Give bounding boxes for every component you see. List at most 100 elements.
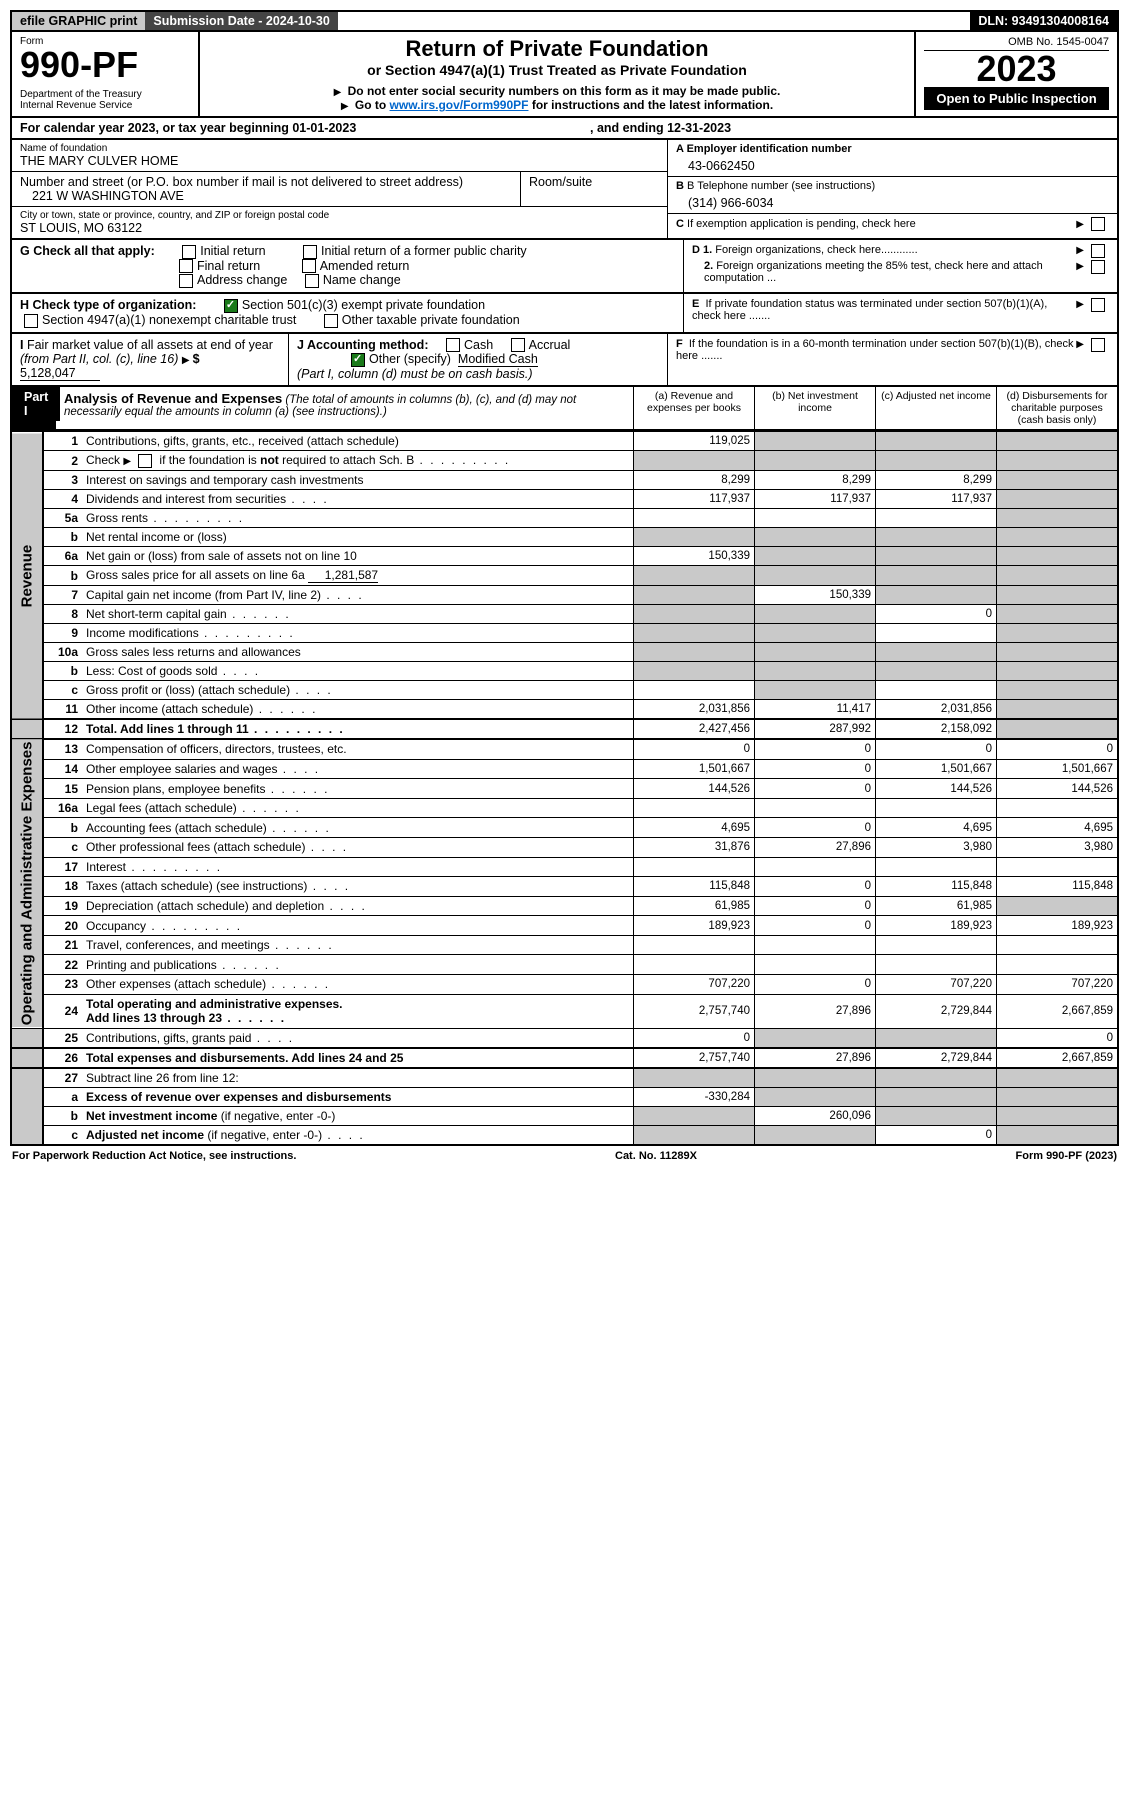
table-row: 17 Interest xyxy=(11,857,1118,877)
terminated-507a-checkbox[interactable] xyxy=(1091,298,1105,312)
note-goto-post: for instructions and the latest informat… xyxy=(528,98,773,112)
street-address: 221 W WASHINGTON AVE xyxy=(20,189,512,203)
part1-title: Analysis of Revenue and Expenses xyxy=(64,391,282,406)
j-note: (Part I, column (d) must be on cash basi… xyxy=(297,367,533,381)
table-row: 19 Depreciation (attach schedule) and de… xyxy=(11,896,1118,916)
form-number: 990-PF xyxy=(20,47,190,83)
table-row: 15 Pension plans, employee benefits 144,… xyxy=(11,779,1118,799)
section-h-e: H Check type of organization: Section 50… xyxy=(10,294,1119,333)
h3: Other taxable private foundation xyxy=(342,313,520,327)
table-row: b Net rental income or (loss) xyxy=(11,528,1118,547)
foreign-org-checkbox[interactable] xyxy=(1091,244,1105,258)
g1: Initial return xyxy=(200,244,265,258)
table-row: 7 Capital gain net income (from Part IV,… xyxy=(11,586,1118,605)
address-change-checkbox[interactable] xyxy=(179,274,193,288)
line-num: 1 xyxy=(43,432,82,451)
foundation-name: THE MARY CULVER HOME xyxy=(20,154,659,168)
cal-begin: For calendar year 2023, or tax year begi… xyxy=(20,121,590,135)
table-row: 6a Net gain or (loss) from sale of asset… xyxy=(11,547,1118,566)
table-row: c Adjusted net income (if negative, ente… xyxy=(11,1125,1118,1145)
table-row: b Gross sales price for all assets on li… xyxy=(11,566,1118,586)
cell-d xyxy=(997,432,1119,451)
e-label: If private foundation status was termina… xyxy=(692,298,1047,322)
table-row: Revenue 1 Contributions, gifts, grants, … xyxy=(11,432,1118,451)
top-bar: efile GRAPHIC print Submission Date - 20… xyxy=(10,10,1119,32)
table-row: 14 Other employee salaries and wages 1,5… xyxy=(11,759,1118,779)
g4: Amended return xyxy=(320,259,410,273)
table-row: c Other professional fees (attach schedu… xyxy=(11,837,1118,857)
note-goto-pre: Go to xyxy=(355,98,390,112)
cash-checkbox[interactable] xyxy=(446,338,460,352)
arrow-icon xyxy=(341,98,352,112)
efile-label: efile GRAPHIC print xyxy=(12,12,145,30)
tax-year: 2023 xyxy=(924,51,1109,87)
foreign-85-checkbox[interactable] xyxy=(1091,260,1105,274)
expenses-side-label: Operating and Administrative Expenses xyxy=(11,739,43,1028)
table-row: c Gross profit or (loss) (attach schedul… xyxy=(11,681,1118,700)
submission-date: Submission Date - 2024-10-30 xyxy=(145,12,337,30)
table-row: 22 Printing and publications xyxy=(11,955,1118,975)
revenue-side-label: Revenue xyxy=(11,432,43,719)
j-cash: Cash xyxy=(464,338,493,352)
final-return-checkbox[interactable] xyxy=(179,259,193,273)
part1-header-row: Part I Analysis of Revenue and Expenses … xyxy=(10,387,1119,431)
cell-c xyxy=(876,432,997,451)
calendar-year-row: For calendar year 2023, or tax year begi… xyxy=(10,118,1119,140)
col-a-header: (a) Revenue and expenses per books xyxy=(633,387,754,429)
city-state-zip: ST LOUIS, MO 63122 xyxy=(20,221,659,235)
table-row: 9 Income modifications xyxy=(11,624,1118,643)
g-label: G Check all that apply: xyxy=(20,244,155,258)
4947a1-checkbox[interactable] xyxy=(24,314,38,328)
cal-end: , and ending 12-31-2023 xyxy=(590,121,731,135)
fmv-value: 5,128,047 xyxy=(20,366,100,381)
501c3-checkbox[interactable] xyxy=(224,299,238,313)
sch-b-checkbox[interactable] xyxy=(138,454,152,468)
dept-label: Department of the Treasury xyxy=(20,89,190,100)
instructions-link[interactable]: www.irs.gov/Form990PF xyxy=(390,98,529,112)
footer-right: Form 990-PF (2023) xyxy=(1016,1150,1118,1162)
pending-checkbox[interactable] xyxy=(1091,217,1105,231)
arrow-icon xyxy=(1076,218,1087,230)
city-label: City or town, state or province, country… xyxy=(20,210,659,221)
table-row: 18 Taxes (attach schedule) (see instruct… xyxy=(11,877,1118,897)
table-row: a Excess of revenue over expenses and di… xyxy=(11,1087,1118,1106)
footer-mid: Cat. No. 11289X xyxy=(615,1150,697,1162)
entity-info: Name of foundation THE MARY CULVER HOME … xyxy=(10,140,1119,240)
open-inspection-badge: Open to Public Inspection xyxy=(924,87,1109,110)
arrow-icon xyxy=(1076,260,1087,284)
table-row: 25 Contributions, gifts, grants paid 0 0 xyxy=(11,1028,1118,1048)
table-row: 23 Other expenses (attach schedule) 707,… xyxy=(11,975,1118,995)
c-label: If exemption application is pending, che… xyxy=(687,218,916,230)
col-d-header: (d) Disbursements for charitable purpose… xyxy=(996,387,1117,429)
g5: Address change xyxy=(197,273,287,287)
table-row: 20 Occupancy 189,923 0 189,923 189,923 xyxy=(11,916,1118,936)
cell-b xyxy=(755,432,876,451)
j-accrual: Accrual xyxy=(529,338,571,352)
g2: Initial return of a former public charit… xyxy=(321,244,527,258)
name-change-checkbox[interactable] xyxy=(305,274,319,288)
line-label: Contributions, gifts, grants, etc., rece… xyxy=(82,432,634,451)
g6: Name change xyxy=(323,273,401,287)
part1-badge: Part I xyxy=(12,387,60,421)
arrow-icon xyxy=(334,84,345,98)
table-row: 26 Total expenses and disbursements. Add… xyxy=(11,1048,1118,1068)
initial-former-checkbox[interactable] xyxy=(303,245,317,259)
table-row: b Net investment income (if negative, en… xyxy=(11,1106,1118,1125)
form-header: Form 990-PF Department of the Treasury I… xyxy=(10,32,1119,118)
arrow-icon xyxy=(182,352,193,366)
termination-507b-checkbox[interactable] xyxy=(1091,338,1105,352)
phone-label: B Telephone number (see instructions) xyxy=(687,180,875,192)
cell-a: 119,025 xyxy=(634,432,755,451)
room-label: Room/suite xyxy=(529,175,659,189)
table-row: 2 Check if the foundation is not require… xyxy=(11,451,1118,471)
f-label: If the foundation is in a 60-month termi… xyxy=(676,338,1073,362)
other-taxable-checkbox[interactable] xyxy=(324,314,338,328)
spacer xyxy=(338,12,971,30)
table-row: 12 Total. Add lines 1 through 11 2,427,4… xyxy=(11,719,1118,739)
other-method-value: Modified Cash xyxy=(458,352,538,367)
initial-return-checkbox[interactable] xyxy=(182,245,196,259)
arrow-icon xyxy=(1076,298,1087,322)
other-method-checkbox[interactable] xyxy=(351,353,365,367)
amended-return-checkbox[interactable] xyxy=(302,259,316,273)
accrual-checkbox[interactable] xyxy=(511,338,525,352)
